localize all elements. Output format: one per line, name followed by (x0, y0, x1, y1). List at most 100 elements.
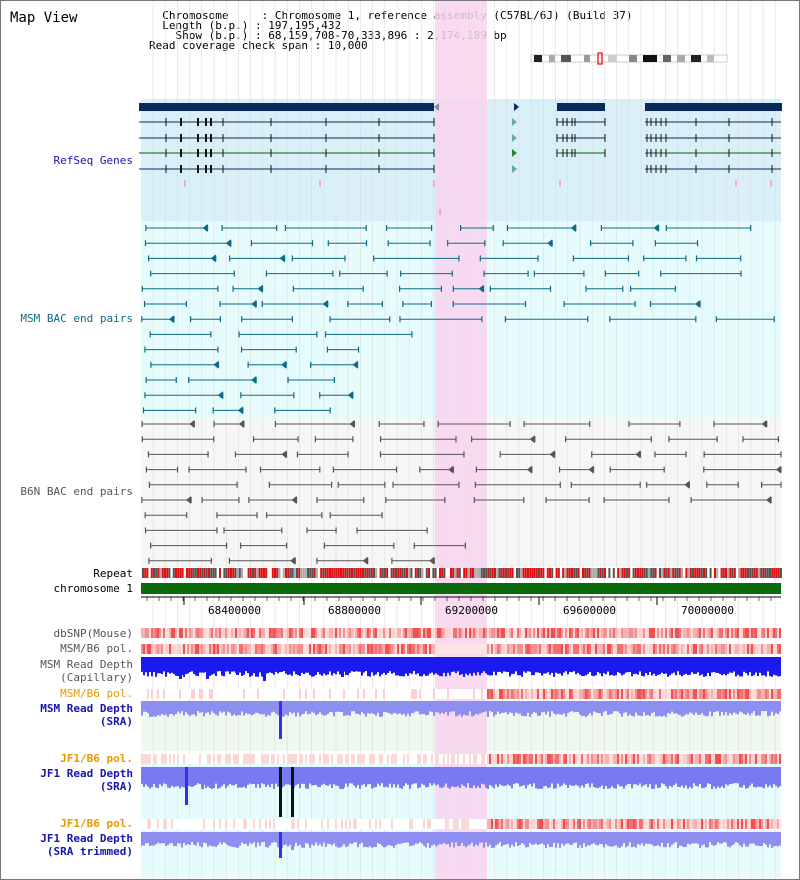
heat-cell (561, 689, 563, 699)
heat-cell (283, 754, 285, 764)
jf1-depth-trim-label-1[interactable]: JF1 Read Depth (40, 832, 133, 845)
msm-b6-pol-label-1[interactable]: MSM/B6 pol. (60, 642, 133, 655)
heat-cell (731, 689, 733, 699)
heat-cell (581, 689, 583, 699)
depth-bar (557, 767, 559, 784)
heat-cell (197, 689, 199, 699)
heat-cell (661, 689, 663, 699)
heat-cell (667, 689, 669, 699)
repeat-track-bar[interactable] (141, 568, 782, 578)
heat-cell (225, 819, 227, 829)
chromosome-track-label[interactable]: chromosome 1 (53, 582, 133, 595)
msm-b6-pol-label-2[interactable]: MSM/B6 pol. (60, 687, 133, 700)
highlight-region[interactable] (435, 1, 487, 880)
heat-cell (555, 644, 557, 654)
depth-bar (705, 767, 707, 787)
depth-bar (779, 701, 781, 712)
heat-cell (443, 819, 445, 829)
depth-bar (389, 832, 391, 846)
chromosome-bar[interactable] (141, 583, 781, 594)
depth-bar (595, 701, 597, 713)
depth-bar (349, 657, 351, 673)
heat-cell (201, 628, 203, 638)
depth-bar (529, 701, 531, 717)
depth-bar (513, 832, 515, 847)
dbsnp-track-label[interactable]: dbSNP(Mouse) (53, 627, 133, 640)
heat-cell (461, 754, 463, 764)
heat-cell (207, 644, 209, 654)
heat-cell (355, 644, 357, 654)
heat-cell (573, 628, 575, 638)
depth-bar (593, 657, 595, 677)
heat-cell (649, 644, 651, 654)
repeat-block (777, 568, 780, 578)
depth-bar (381, 767, 383, 784)
depth-bar (687, 767, 689, 789)
msm-bac-track-label[interactable]: MSM BAC end pairs (20, 312, 133, 325)
depth-bar (371, 657, 373, 673)
heat-cell (615, 754, 617, 764)
heat-cell (541, 819, 543, 829)
heat-cell (275, 644, 277, 654)
heat-cell (241, 819, 243, 829)
heat-cell (523, 628, 525, 638)
depth-bar (269, 767, 271, 788)
b6n-bac-pair-glyphs[interactable] (141, 420, 782, 565)
repeat-block (157, 568, 160, 578)
refseq-track-label[interactable]: RefSeq Genes (53, 154, 133, 167)
heat-cell (645, 754, 647, 764)
heat-cell (253, 754, 255, 764)
repeat-block (650, 568, 653, 578)
heat-cell (641, 628, 643, 638)
heat-cell (557, 819, 559, 829)
depth-bar (435, 657, 437, 674)
repeat-block (384, 568, 386, 578)
heat-cell (653, 754, 655, 764)
repeat-block (483, 568, 485, 578)
heat-cell (759, 689, 761, 699)
depth-bar (757, 701, 759, 716)
depth-bar (199, 701, 201, 713)
jf1-b6-pol-label-2[interactable]: JF1/B6 pol. (60, 817, 133, 830)
heat-cell (463, 754, 465, 764)
heat-cell (195, 819, 197, 829)
heat-cell (319, 689, 321, 699)
jf1-depth-sra-label-1[interactable]: JF1 Read Depth (40, 767, 133, 780)
depth-bar (693, 832, 695, 844)
heat-cell (191, 644, 193, 654)
coverage-value: 10,000 (327, 39, 368, 52)
depth-bar (369, 701, 371, 714)
repeat-track-label[interactable]: Repeat (93, 567, 133, 580)
depth-bar (449, 832, 451, 848)
heat-cell (191, 689, 193, 699)
heat-cell (723, 754, 725, 764)
repeat-block (340, 568, 342, 578)
depth-bar (255, 701, 257, 713)
depth-bar (495, 767, 497, 785)
depth-bar (651, 767, 653, 789)
msm-depth-sra-label-1[interactable]: MSM Read Depth (40, 702, 133, 715)
heat-cell (527, 819, 529, 829)
read-depth-tracks[interactable] (141, 657, 781, 858)
repeat-block (524, 568, 527, 578)
heat-cell (647, 628, 649, 638)
depth-bar (573, 832, 575, 843)
repeat-block (344, 568, 347, 578)
chromosome-ideogram[interactable] (530, 52, 728, 65)
refseq-gene-glyphs[interactable] (139, 103, 782, 215)
msm-depth-capillary-label-1[interactable]: MSM Read Depth (40, 658, 133, 671)
heat-cell (229, 754, 231, 764)
depth-bar (765, 767, 767, 785)
repeat-block (542, 568, 545, 578)
msm-bac-pair-glyphs[interactable] (141, 224, 775, 415)
heat-cell (187, 689, 189, 699)
jf1-b6-pol-label-1[interactable]: JF1/B6 pol. (60, 752, 133, 765)
depth-bar (545, 832, 547, 848)
b6n-bac-track-label[interactable]: B6N BAC end pairs (20, 485, 133, 498)
heat-cell (297, 689, 299, 699)
depth-bar (653, 657, 655, 674)
repeat-block (368, 568, 371, 578)
heat-cell (465, 628, 467, 638)
heatmap-tracks[interactable] (141, 628, 781, 829)
heat-cell (517, 628, 519, 638)
